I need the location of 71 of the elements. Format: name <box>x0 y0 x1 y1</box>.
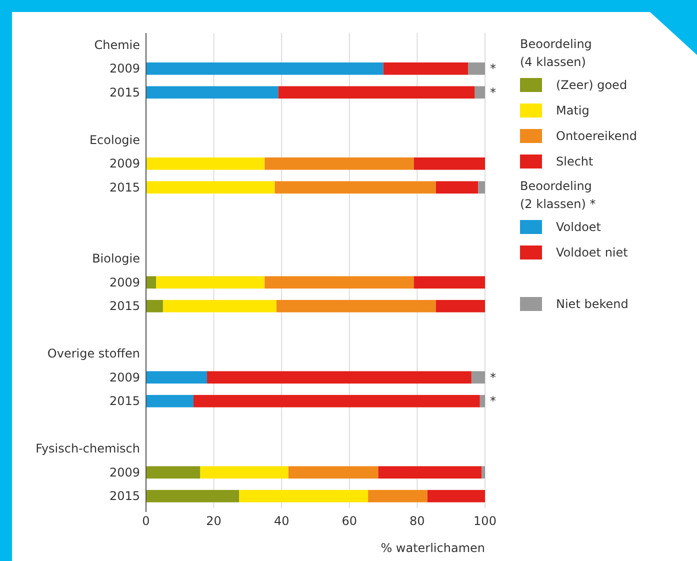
y-tick-label: Overige stoffen <box>47 346 140 361</box>
bar <box>146 300 163 312</box>
y-tick-label: 2015 <box>109 85 140 100</box>
legend-label: Niet bekend <box>556 297 628 311</box>
text: * <box>490 370 496 384</box>
bar <box>480 394 485 408</box>
legend-label: Ontoereikend <box>556 129 637 143</box>
text: Beoordeling (2 klassen) * <box>520 179 596 211</box>
y-tick-label: Chemie <box>94 38 140 52</box>
bar <box>264 276 414 289</box>
y-tick-label: 2015 <box>109 489 140 504</box>
legend-title: Beoordeling (4 klassen) <box>520 37 592 69</box>
bar <box>478 181 485 194</box>
bar <box>274 181 436 194</box>
bar <box>436 181 478 194</box>
bar <box>200 466 288 479</box>
bar <box>276 300 436 312</box>
y-tick-label: 2009 <box>109 156 140 171</box>
bar <box>193 394 480 408</box>
bar <box>378 466 482 479</box>
bar <box>414 276 485 289</box>
y-tick-label: 2009 <box>109 62 140 76</box>
bar <box>146 466 200 479</box>
x-tick-label: 100 <box>474 514 496 528</box>
bar <box>239 490 368 502</box>
bar <box>146 62 384 75</box>
bar <box>471 371 485 384</box>
y-tick-label: 2015 <box>109 299 140 314</box>
bar <box>146 86 278 99</box>
text: * <box>490 85 496 100</box>
y-tick-label: Ecologie <box>89 132 140 147</box>
y-tick-label: 2015 <box>109 180 140 194</box>
x-tick-label: 0 <box>142 514 150 528</box>
text: * <box>490 394 496 408</box>
bar <box>146 490 240 502</box>
y-tick-label: 2015 <box>109 394 140 408</box>
bar <box>146 371 208 384</box>
bar <box>146 276 156 289</box>
bar <box>383 62 468 75</box>
bar <box>482 466 485 479</box>
x-tick-label: 40 <box>274 514 290 528</box>
text: * <box>490 62 496 76</box>
bar <box>207 371 472 384</box>
bar <box>278 86 475 99</box>
x-tick-label: 20 <box>206 514 222 528</box>
y-tick-label: Fysisch-chemisch <box>36 442 140 456</box>
bar <box>427 490 485 502</box>
bar <box>474 86 485 99</box>
legend-label: Slecht <box>556 154 594 168</box>
bar <box>146 394 194 408</box>
x-tick-label: 80 <box>410 514 425 528</box>
bar <box>368 490 428 502</box>
x-tick-label: 60 <box>342 514 358 528</box>
legend-label: (Zeer) goed <box>556 78 628 92</box>
y-tick-label: 2009 <box>109 275 140 290</box>
bar <box>288 466 378 479</box>
y-tick-label: 2009 <box>109 465 140 480</box>
bar <box>146 181 275 194</box>
bar <box>162 300 277 312</box>
bar <box>156 276 265 289</box>
bar <box>146 157 265 170</box>
legend-label: Voldoet <box>556 220 602 234</box>
x-axis-title: % waterlichamen <box>380 541 485 555</box>
legend-label: Voldoet niet <box>556 246 628 260</box>
bar <box>468 62 485 75</box>
y-tick-label: 2009 <box>109 370 140 384</box>
bar <box>264 157 414 170</box>
legend-label: Matig <box>556 104 590 118</box>
bar <box>414 157 485 170</box>
bar <box>436 300 485 312</box>
y-tick-label: Biologie <box>92 252 140 266</box>
